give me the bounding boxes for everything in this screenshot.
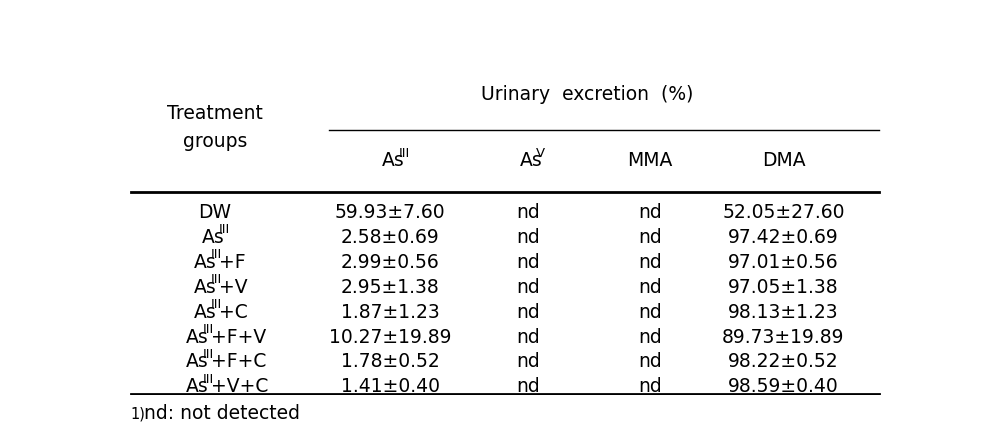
Text: nd: nd bbox=[516, 377, 540, 396]
Text: 2.58±0.69: 2.58±0.69 bbox=[341, 228, 439, 247]
Text: nd: nd bbox=[638, 203, 662, 222]
Text: III: III bbox=[203, 373, 214, 386]
Text: As: As bbox=[520, 151, 543, 170]
Text: MMA: MMA bbox=[627, 151, 673, 170]
Text: DW: DW bbox=[198, 203, 231, 222]
Text: nd: nd bbox=[516, 203, 540, 222]
Text: As: As bbox=[186, 377, 209, 396]
Text: +F+V: +F+V bbox=[212, 328, 267, 346]
Text: +V: +V bbox=[220, 278, 248, 297]
Text: 97.01±0.56: 97.01±0.56 bbox=[728, 253, 839, 272]
Text: Treatment
groups: Treatment groups bbox=[166, 104, 263, 151]
Text: 2.95±1.38: 2.95±1.38 bbox=[341, 278, 439, 297]
Text: III: III bbox=[203, 323, 214, 336]
Text: nd: nd bbox=[638, 278, 662, 297]
Text: III: III bbox=[211, 248, 222, 261]
Text: As: As bbox=[382, 151, 405, 170]
Text: nd: nd bbox=[638, 328, 662, 346]
Text: 52.05±27.60: 52.05±27.60 bbox=[722, 203, 845, 222]
Text: As: As bbox=[194, 278, 217, 297]
Text: 2.99±0.56: 2.99±0.56 bbox=[341, 253, 439, 272]
Text: nd: nd bbox=[516, 328, 540, 346]
Text: 89.73±19.89: 89.73±19.89 bbox=[722, 328, 845, 346]
Text: +F: +F bbox=[220, 253, 246, 272]
Text: 1.41±0.40: 1.41±0.40 bbox=[341, 377, 440, 396]
Text: nd: nd bbox=[516, 353, 540, 372]
Text: 10.27±19.89: 10.27±19.89 bbox=[329, 328, 451, 346]
Text: III: III bbox=[211, 273, 222, 286]
Text: 98.22±0.52: 98.22±0.52 bbox=[728, 353, 839, 372]
Text: nd: nd bbox=[638, 228, 662, 247]
Text: Urinary  excretion  (%): Urinary excretion (%) bbox=[481, 85, 693, 104]
Text: 1.78±0.52: 1.78±0.52 bbox=[341, 353, 439, 372]
Text: 1.87±1.23: 1.87±1.23 bbox=[341, 302, 439, 321]
Text: +F+C: +F+C bbox=[212, 353, 267, 372]
Text: nd: nd bbox=[638, 377, 662, 396]
Text: nd: nd bbox=[516, 302, 540, 321]
Text: nd: not detected: nd: not detected bbox=[145, 404, 300, 424]
Text: 98.13±1.23: 98.13±1.23 bbox=[728, 302, 839, 321]
Text: As: As bbox=[194, 302, 217, 321]
Text: nd: nd bbox=[638, 302, 662, 321]
Text: III: III bbox=[203, 348, 214, 361]
Text: +V+C: +V+C bbox=[212, 377, 269, 396]
Text: 97.05±1.38: 97.05±1.38 bbox=[728, 278, 839, 297]
Text: DMA: DMA bbox=[761, 151, 806, 170]
Text: nd: nd bbox=[516, 228, 540, 247]
Text: nd: nd bbox=[516, 253, 540, 272]
Text: nd: nd bbox=[638, 353, 662, 372]
Text: As: As bbox=[186, 353, 209, 372]
Text: 97.42±0.69: 97.42±0.69 bbox=[728, 228, 839, 247]
Text: nd: nd bbox=[516, 278, 540, 297]
Text: 98.59±0.40: 98.59±0.40 bbox=[728, 377, 839, 396]
Text: 59.93±7.60: 59.93±7.60 bbox=[335, 203, 445, 222]
Text: III: III bbox=[219, 223, 230, 236]
Text: As: As bbox=[186, 328, 209, 346]
Text: 1): 1) bbox=[131, 406, 146, 421]
Text: V: V bbox=[536, 147, 545, 160]
Text: As: As bbox=[202, 228, 225, 247]
Text: As: As bbox=[194, 253, 217, 272]
Text: +C: +C bbox=[220, 302, 248, 321]
Text: III: III bbox=[211, 298, 222, 311]
Text: III: III bbox=[398, 147, 410, 160]
Text: nd: nd bbox=[638, 253, 662, 272]
